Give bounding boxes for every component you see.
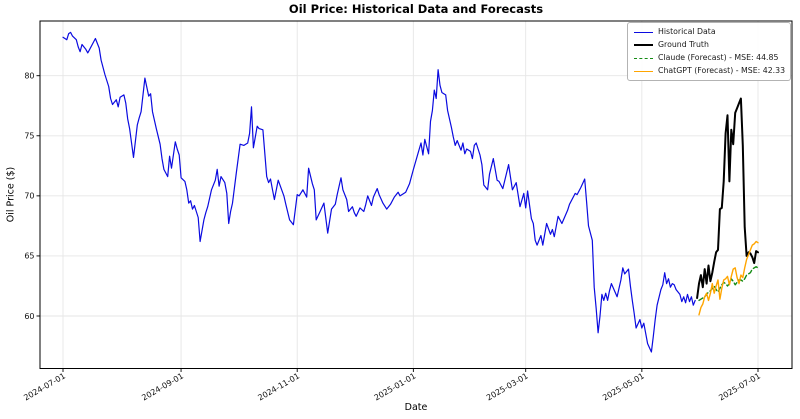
legend-item-chatgpt: ChatGPT (Forecast) - MSE: 42.33 xyxy=(634,66,785,76)
legend-line-claude-icon xyxy=(634,57,653,59)
tick-label-x: 2024-11-01 xyxy=(256,371,301,402)
series-claude-forecast xyxy=(698,266,759,302)
legend-line-historical-icon xyxy=(634,31,653,33)
legend-item-ground-truth: Ground Truth xyxy=(634,40,785,50)
tick-label-x: 2025-03-01 xyxy=(485,371,530,402)
series-historical-data xyxy=(62,31,696,353)
tick-label-x: 2025-05-01 xyxy=(601,371,646,402)
x-axis-label: Date xyxy=(404,402,428,413)
legend-item-historical: Historical Data xyxy=(634,27,785,37)
tick-label-y: 75 xyxy=(24,132,34,141)
tick-label-y: 60 xyxy=(24,312,34,321)
legend-item-claude: Claude (Forecast) - MSE: 44.85 xyxy=(634,53,785,63)
tick-label-x: 2024-09-01 xyxy=(140,371,185,402)
legend-line-chatgpt-icon xyxy=(634,70,653,72)
tick-label-x: 2025-07-01 xyxy=(717,371,762,402)
legend-label-chatgpt: ChatGPT (Forecast) - MSE: 42.33 xyxy=(658,66,786,75)
tick-label-y: 65 xyxy=(24,252,34,261)
series-chatgpt-forecast xyxy=(698,240,759,316)
legend-line-ground-truth-icon xyxy=(634,44,653,46)
chart-title: Oil Price: Historical Data and Forecasts xyxy=(288,2,544,16)
legend-label-claude: Claude (Forecast) - MSE: 44.85 xyxy=(658,53,779,62)
legend: Historical Data Ground Truth Claude (For… xyxy=(627,22,791,81)
plot-border xyxy=(39,20,793,369)
legend-label-historical: Historical Data xyxy=(658,27,716,36)
tick-label-y: 80 xyxy=(24,72,34,81)
tick-label-x: 2024-07-01 xyxy=(22,371,67,402)
tick-label-y: 70 xyxy=(24,192,34,201)
legend-label-ground-truth: Ground Truth xyxy=(658,40,709,49)
tick-label-x: 2025-01-01 xyxy=(373,371,418,402)
series-ground-truth xyxy=(696,97,759,299)
